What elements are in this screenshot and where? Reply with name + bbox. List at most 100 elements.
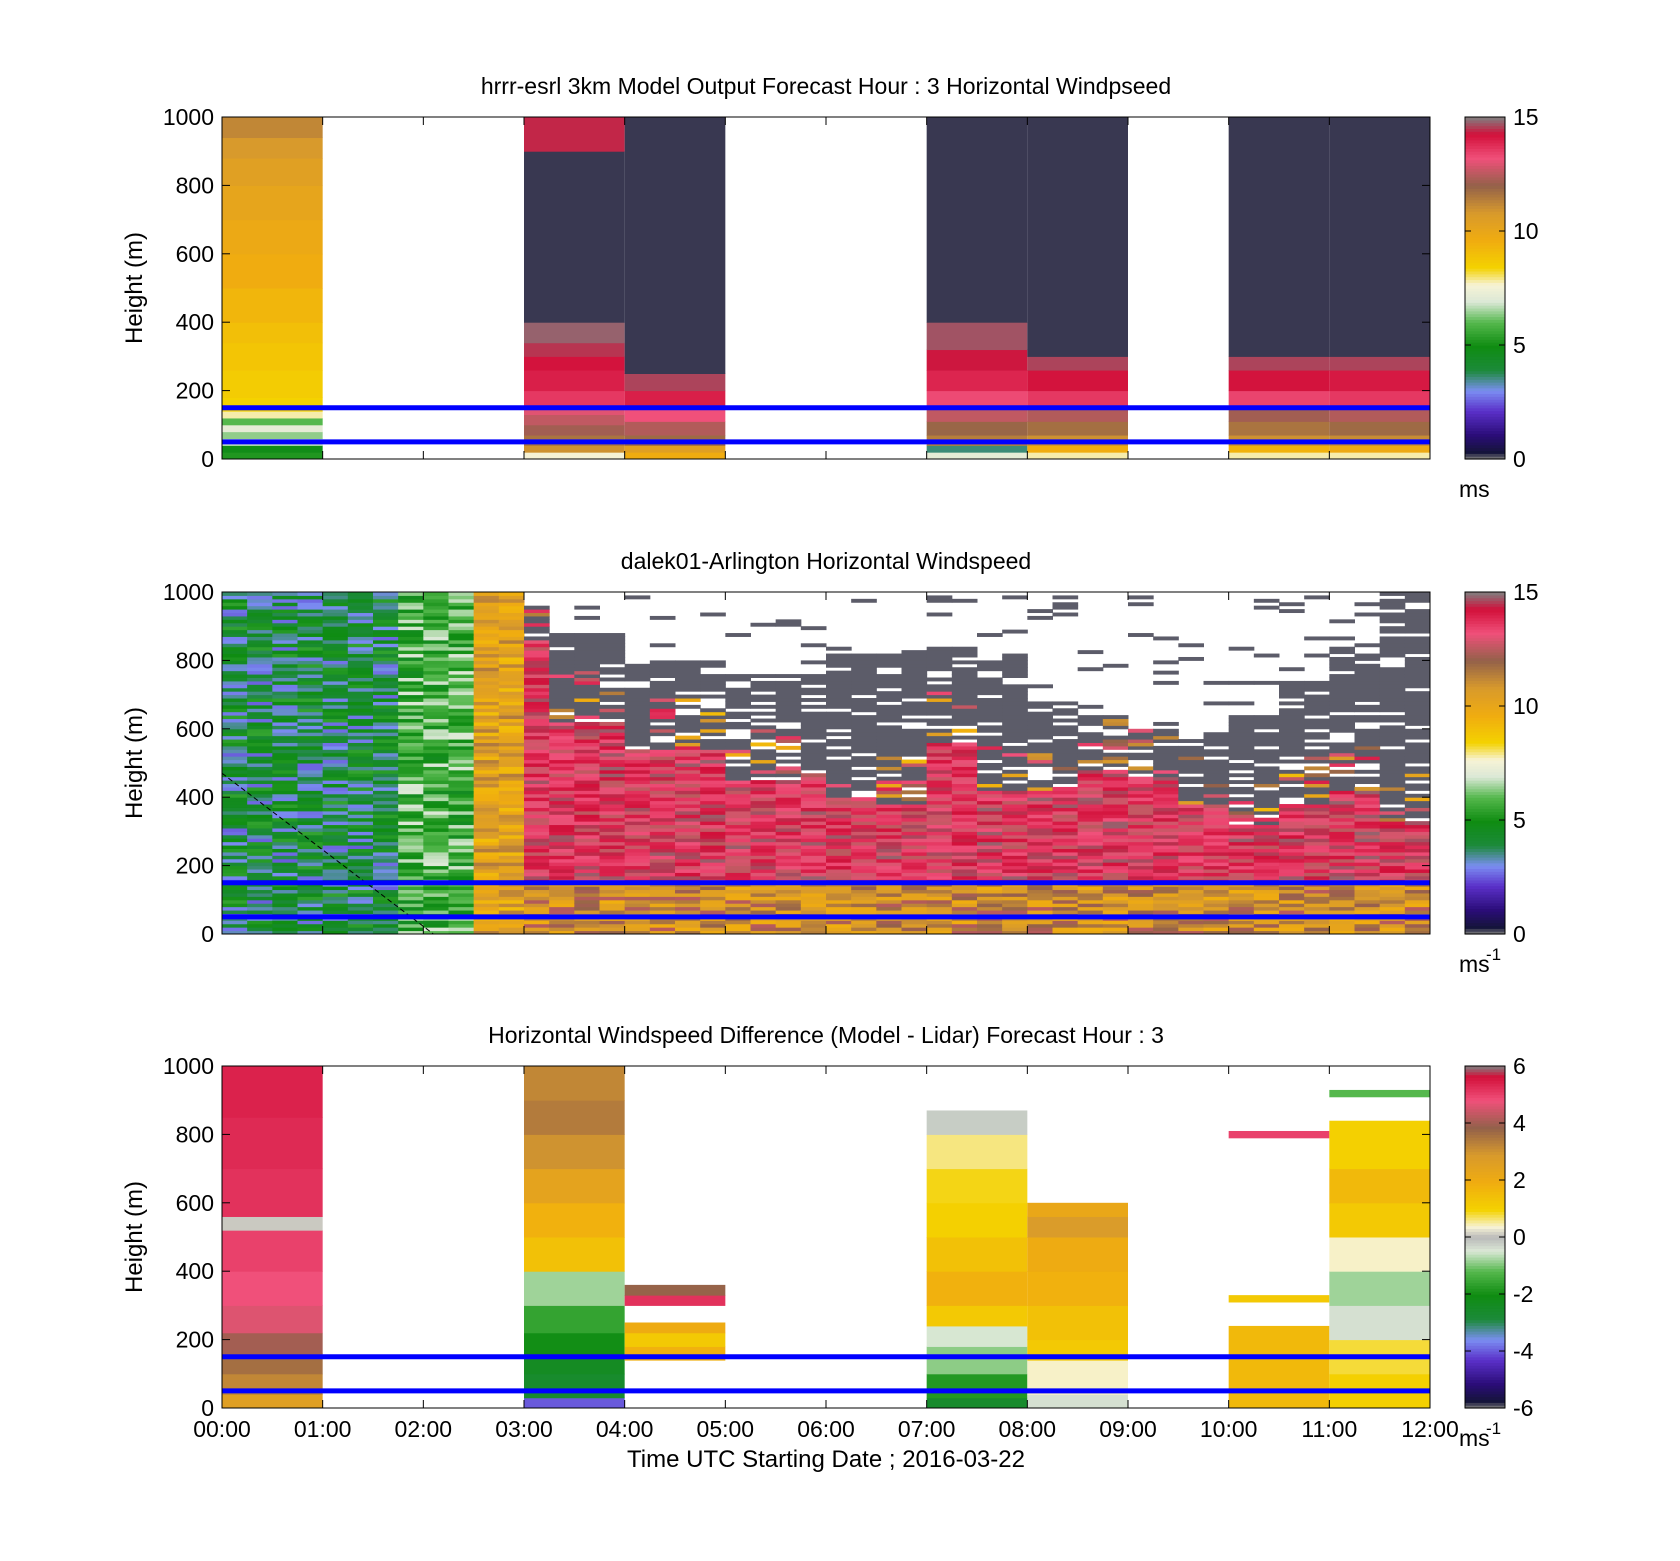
heatmap-cell: [272, 756, 298, 761]
heatmap-cell: [222, 619, 248, 624]
heatmap-cell: [826, 646, 852, 651]
heatmap-cell: [574, 906, 600, 911]
heatmap-cell: [1027, 1271, 1128, 1306]
heatmap-cell: [750, 831, 777, 836]
heatmap-cell: [297, 892, 324, 897]
heatmap-cell: [1128, 865, 1154, 870]
heatmap-cell: [498, 886, 525, 891]
heatmap-cell: [1354, 865, 1381, 870]
heatmap-cell: [574, 927, 600, 932]
heatmap-cell: [247, 845, 273, 849]
colorbar-segment: [1465, 199, 1505, 204]
heatmap-cell: [1052, 875, 1079, 880]
heatmap-cell: [448, 742, 475, 747]
heatmap-cell: [750, 869, 777, 873]
heatmap-cell: [750, 680, 777, 685]
heatmap-cell: [1002, 687, 1028, 692]
heatmap-cell: [725, 694, 751, 699]
heatmap-cell: [347, 680, 374, 685]
heatmap-cell: [473, 923, 500, 928]
heatmap-cell: [1027, 763, 1053, 767]
heatmap-cell: [1329, 831, 1355, 836]
heatmap-cell: [700, 790, 726, 795]
heatmap-cell: [951, 670, 978, 675]
heatmap-cell: [498, 817, 525, 822]
heatmap-cell: [297, 745, 324, 750]
heatmap-cell: [1253, 858, 1280, 863]
heatmap-cell: [876, 694, 902, 699]
heatmap-cell: [750, 773, 777, 778]
heatmap-cell: [574, 783, 600, 788]
heatmap-cell: [297, 783, 324, 788]
colorbar-segment: [1465, 657, 1505, 661]
colorbar-segment: [1465, 637, 1505, 642]
heatmap-cell: [725, 910, 751, 914]
heatmap-cell: [1404, 804, 1431, 808]
heatmap-cell: [1052, 896, 1079, 901]
heatmap-cell: [951, 875, 978, 880]
heatmap-cell: [977, 804, 1003, 808]
heatmap-cell: [423, 633, 449, 637]
heatmap-cell: [700, 834, 726, 839]
heatmap-cell: [1354, 643, 1381, 648]
heatmap-cell: [876, 800, 902, 805]
heatmap-cell: [322, 838, 349, 843]
heatmap-cell: [473, 629, 500, 634]
heatmap-cell: [272, 841, 298, 846]
heatmap-cell: [700, 793, 726, 798]
heatmap-cell: [649, 790, 676, 795]
heatmap-cell: [926, 739, 953, 743]
heatmap-cell: [347, 875, 374, 880]
heatmap-cell: [599, 708, 626, 713]
heatmap-cell: [1304, 749, 1330, 754]
heatmap-cell: [272, 663, 298, 668]
heatmap-cell: [800, 848, 827, 853]
heatmap-cell: [1153, 786, 1179, 791]
heatmap-cell: [1178, 769, 1204, 774]
heatmap-cell: [448, 667, 475, 672]
heatmap-cell: [977, 906, 1003, 911]
heatmap-cell: [1404, 783, 1431, 788]
heatmap-cell: [1027, 445, 1128, 453]
colorbar-segment: [1465, 441, 1505, 446]
heatmap-cell: [1002, 694, 1028, 699]
heatmap-cell: [1404, 749, 1431, 754]
heatmap-cell: [549, 742, 575, 747]
heatmap-cell: [876, 708, 902, 713]
heatmap-cell: [1077, 896, 1104, 901]
x-tick-label: 06:00: [797, 1416, 855, 1442]
heatmap-cell: [1404, 704, 1431, 709]
heatmap-cell: [423, 732, 449, 737]
colorbar-segment: [1465, 439, 1505, 443]
colorbar-segment: [1465, 339, 1505, 343]
heatmap-cell: [876, 735, 902, 740]
heatmap-cell: [322, 605, 349, 610]
heatmap-cell: [247, 674, 273, 678]
heatmap-cell: [1002, 756, 1028, 761]
heatmap-cell: [448, 725, 475, 730]
heatmap-cell: [926, 1202, 1028, 1238]
heatmap-cell: [1002, 691, 1028, 696]
heatmap-cell: [1052, 892, 1079, 897]
heatmap-cell: [498, 684, 525, 689]
heatmap-cell: [322, 841, 349, 846]
colorbar-segment: [1465, 1205, 1505, 1210]
heatmap-cell: [649, 670, 676, 675]
heatmap-cell: [347, 776, 374, 781]
heatmap-cell: [549, 855, 575, 860]
heatmap-cell: [1153, 875, 1179, 880]
colorbar-segment: [1465, 1328, 1505, 1332]
heatmap-cell: [977, 698, 1003, 702]
heatmap-cell: [1253, 827, 1280, 832]
heatmap-cell: [1404, 636, 1431, 641]
heatmap-cell: [322, 800, 349, 805]
colorbar-segment: [1465, 666, 1505, 670]
heatmap-cell: [297, 592, 324, 596]
heatmap-cell: [675, 763, 701, 767]
heatmap-cell: [1379, 619, 1406, 624]
heatmap-cell: [473, 612, 500, 617]
heatmap-cell: [926, 800, 953, 805]
heatmap-cell: [1304, 838, 1330, 843]
heatmap-cell: [423, 776, 449, 781]
heatmap-cell: [473, 841, 500, 846]
